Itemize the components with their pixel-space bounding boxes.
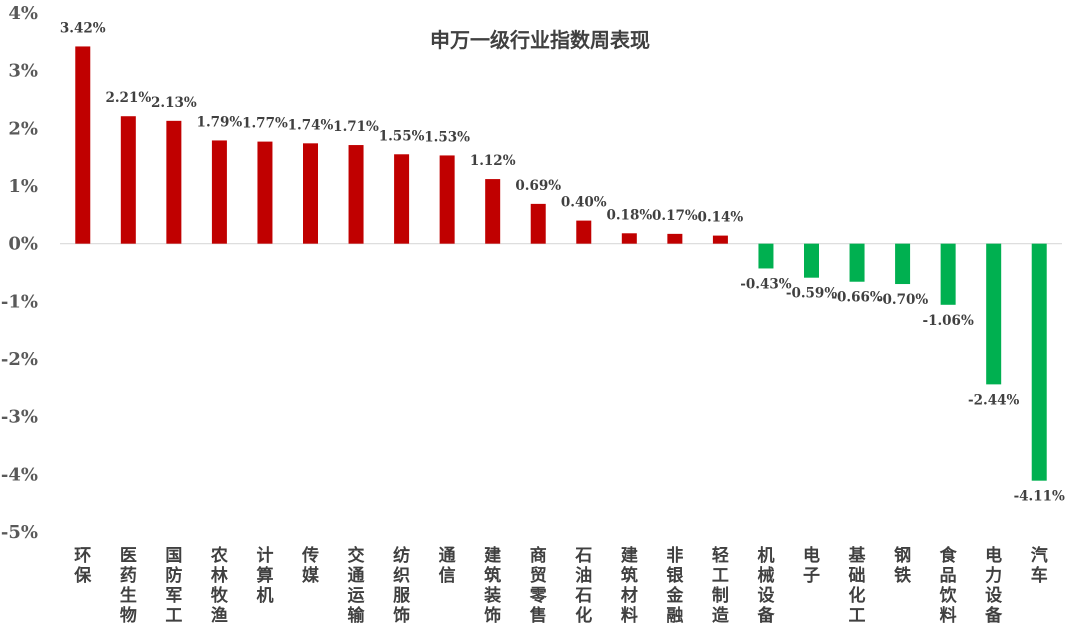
bar-15 — [712, 235, 728, 244]
x-tick-label: 建筑装饰 — [483, 545, 501, 624]
x-tick-label: 石油石化 — [574, 546, 592, 624]
bar-6 — [303, 143, 318, 244]
data-label: 0.40% — [561, 195, 607, 211]
x-tick-label: 医药生物 — [120, 546, 137, 624]
bar-20 — [940, 243, 956, 305]
x-axis: 环保 医药生物 国防军工 农林牧渔 计算机 传媒 交通运输 纺织服饰 通信 建筑装饰 商贸零售 石油石… — [73, 545, 1047, 624]
x-tick-label: 国防军工 — [165, 546, 182, 624]
data-label: 1.79% — [197, 114, 243, 130]
x-tick-label: 轻工制造 — [712, 545, 730, 624]
bar-7 — [348, 145, 364, 244]
data-label: 0.14% — [698, 210, 744, 226]
x-tick-label: 环保 — [73, 546, 92, 586]
bar-18 — [849, 243, 865, 282]
data-label: 1.12% — [470, 153, 516, 169]
bar-8 — [394, 154, 410, 244]
y-tick-label: 1% — [8, 176, 38, 197]
y-tick-label: 3% — [8, 61, 38, 82]
x-tick-label: 纺织服饰 — [393, 545, 411, 624]
y-tick-label: 0% — [8, 234, 38, 255]
y-tick-label: 2% — [8, 118, 38, 139]
x-tick-label: 计算机 — [255, 545, 273, 606]
bar-21 — [986, 243, 1002, 385]
data-label: 1.77% — [242, 116, 288, 132]
bar-10 — [485, 179, 501, 244]
bar-3 — [166, 120, 182, 244]
bar-4 — [211, 140, 227, 244]
data-label: 0.69% — [515, 178, 561, 194]
x-tick-label: 交通运输 — [348, 545, 366, 624]
data-label: 1.53% — [424, 129, 470, 145]
x-tick-label: 传媒 — [301, 545, 320, 586]
chart-title: 申万一级行业指数周表现 — [430, 28, 650, 52]
x-tick-label: 钢铁 — [894, 545, 911, 586]
x-tick-label: 建筑材料 — [621, 545, 638, 624]
y-tick-label: 4% — [8, 3, 38, 24]
x-tick-label: 非银金融 — [665, 545, 684, 624]
data-label: 2.13% — [151, 95, 197, 111]
data-label: 1.74% — [288, 117, 334, 133]
x-tick-label: 电力设备 — [984, 545, 1003, 624]
data-label: 1.55% — [379, 128, 425, 144]
data-label: 0.17% — [652, 208, 698, 224]
data-label: -0.70% — [877, 292, 928, 308]
data-label: 3.42% — [60, 20, 106, 36]
y-tick-label: -5% — [1, 522, 38, 543]
bar-12 — [576, 220, 592, 244]
x-tick-label: 机械设备 — [756, 545, 775, 624]
data-label: -1.06% — [922, 313, 973, 329]
data-label: 0.18% — [606, 207, 652, 223]
y-tick-label: -2% — [1, 349, 38, 370]
bars — [75, 46, 1047, 481]
data-label: 2.21% — [105, 90, 151, 106]
data-label: -2.44% — [968, 392, 1019, 408]
data-label: -4.11% — [1014, 489, 1065, 505]
x-tick-label: 电子 — [803, 545, 820, 586]
bar-19 — [895, 243, 911, 285]
x-tick-label: 食品饮料 — [939, 545, 958, 624]
bar-5 — [257, 141, 273, 244]
x-tick-label: 通信 — [439, 546, 456, 586]
bar-17 — [804, 243, 819, 278]
y-tick-label: -4% — [1, 464, 38, 485]
bar-14 — [667, 233, 683, 244]
data-label: 1.71% — [333, 119, 379, 135]
bar-16 — [758, 243, 774, 269]
y-axis: 4% 3% 2% 1% 0% -1% -2% -3% -4% -5% — [1, 3, 1062, 543]
bar-2 — [120, 116, 136, 244]
y-tick-label: -3% — [1, 407, 38, 428]
bar-22 — [1031, 243, 1047, 481]
data-label: -0.66% — [831, 290, 882, 306]
x-tick-label: 基础化工 — [848, 545, 867, 624]
data-label: -0.59% — [786, 286, 837, 302]
bar-13 — [621, 233, 637, 244]
x-tick-label: 汽车 — [1031, 545, 1048, 586]
x-tick-label: 农林牧渔 — [210, 545, 229, 624]
bar-1 — [75, 46, 91, 244]
bar-9 — [439, 155, 455, 244]
y-tick-label: -1% — [1, 291, 38, 312]
x-tick-label: 商贸零售 — [529, 545, 548, 624]
data-label: -0.43% — [740, 276, 791, 292]
bar-11 — [530, 203, 546, 244]
data-labels: 3.42% 2.21% 2.13%1.79% 1.77% 1.74% 1.71%1.55%… — [60, 20, 1065, 504]
